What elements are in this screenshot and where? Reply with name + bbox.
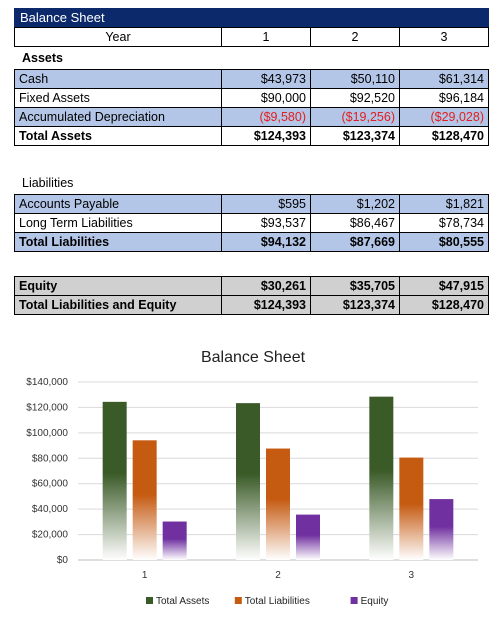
cell: $96,184 [399, 88, 489, 108]
y-tick-label: $140,000 [26, 377, 68, 388]
y-tick-label: $0 [57, 555, 69, 566]
cell: $92,520 [310, 88, 400, 108]
row-label: Accumulated Depreciation [14, 107, 222, 127]
bar [296, 514, 320, 560]
cell: $123,374 [310, 126, 400, 146]
liabilities-heading: Liabilities [22, 176, 74, 190]
total-row: Total Liabilities and Equity $124,393 $1… [14, 295, 489, 315]
x-tick-label: 3 [409, 570, 415, 581]
cell: $50,110 [310, 69, 400, 89]
table-row: Long Term Liabilities $93,537 $86,467 $7… [14, 213, 489, 233]
bar [369, 396, 394, 560]
chart-title: Balance Sheet [201, 349, 306, 366]
assets-table: Year 1 2 3 [14, 27, 489, 47]
y-tick-label: $60,000 [32, 479, 69, 490]
bar [132, 440, 157, 560]
row-label: Total Liabilities [14, 232, 222, 252]
row-label: Equity [14, 276, 222, 296]
cell: $61,314 [399, 69, 489, 89]
cell: $93,537 [221, 213, 311, 233]
balance-sheet-chart: Balance Sheet $0 $20,000 $40,000 $60,000 $80… [26, 349, 478, 607]
cell: $595 [221, 194, 311, 214]
assets-rows: Cash $43,973 $50,110 $61,314 Fixed Asset… [14, 69, 489, 146]
cell: $47,915 [399, 276, 489, 296]
legend-swatch [350, 597, 358, 604]
bar [236, 403, 260, 560]
table-row: Cash $43,973 $50,110 $61,314 [14, 69, 489, 89]
cell: $123,374 [310, 295, 400, 315]
sheet-title: Balance Sheet [14, 8, 489, 27]
x-tick-label: 1 [142, 570, 148, 581]
y-tick-label: $20,000 [32, 530, 69, 541]
cell: $128,470 [399, 126, 489, 146]
cell: $43,973 [221, 69, 311, 89]
cell: $90,000 [221, 88, 311, 108]
legend-label: Total Assets [156, 596, 209, 607]
cell: $78,734 [399, 213, 489, 233]
y-tick-label: $40,000 [32, 504, 69, 515]
bar [162, 521, 187, 560]
cell: $86,467 [310, 213, 400, 233]
cell: ($9,580) [221, 107, 311, 127]
year-2: 2 [310, 27, 400, 47]
table-row: Equity $30,261 $35,705 $47,915 [14, 276, 489, 296]
year-1: 1 [221, 27, 311, 47]
cell: $1,821 [399, 194, 489, 214]
y-tick-label: $80,000 [32, 453, 69, 464]
liabilities-table: Accounts Payable $595 $1,202 $1,821 Long… [14, 194, 489, 252]
year-3: 3 [399, 27, 489, 47]
cell: $124,393 [221, 126, 311, 146]
cell: $94,132 [221, 232, 311, 252]
equity-table: Equity $30,261 $35,705 $47,915 Total Lia… [14, 276, 489, 315]
total-row: Total Assets $124,393 $123,374 $128,470 [14, 126, 489, 146]
bar [429, 499, 454, 560]
year-label: Year [14, 27, 222, 47]
legend-swatch [234, 597, 242, 604]
y-tick-label: $100,000 [26, 428, 68, 439]
cell: ($29,028) [399, 107, 489, 127]
x-tick-label: 2 [275, 570, 281, 581]
bar [399, 457, 424, 560]
year-header-row: Year 1 2 3 [14, 27, 489, 47]
table-row: Fixed Assets $90,000 $92,520 $96,184 [14, 88, 489, 108]
cell: $1,202 [310, 194, 400, 214]
cell: $30,261 [221, 276, 311, 296]
cell: $128,470 [399, 295, 489, 315]
bar [266, 448, 290, 560]
legend-label: Equity [361, 596, 389, 607]
cell: ($19,256) [310, 107, 400, 127]
table-row: Accounts Payable $595 $1,202 $1,821 [14, 194, 489, 214]
row-label: Long Term Liabilities [14, 213, 222, 233]
y-tick-label: $120,000 [26, 402, 68, 413]
bar [102, 401, 127, 560]
row-label: Total Liabilities and Equity [14, 295, 222, 315]
table-row: Accumulated Depreciation ($9,580) ($19,2… [14, 107, 489, 127]
row-label: Accounts Payable [14, 194, 222, 214]
row-label: Fixed Assets [14, 88, 222, 108]
assets-heading: Assets [22, 51, 63, 65]
cell: $124,393 [221, 295, 311, 315]
row-label: Cash [14, 69, 222, 89]
row-label: Total Assets [14, 126, 222, 146]
legend-label: Total Liabilities [245, 596, 310, 607]
cell: $87,669 [310, 232, 400, 252]
total-row: Total Liabilities $94,132 $87,669 $80,55… [14, 232, 489, 252]
cell: $80,555 [399, 232, 489, 252]
legend-swatch [146, 597, 153, 604]
cell: $35,705 [310, 276, 400, 296]
